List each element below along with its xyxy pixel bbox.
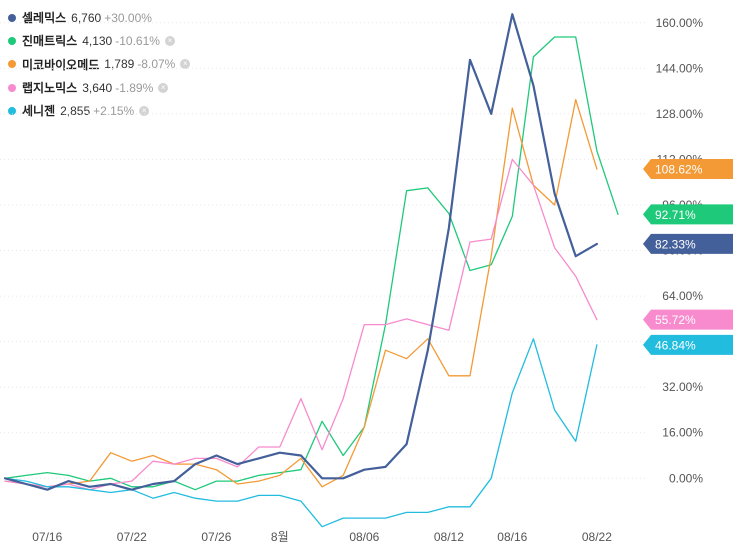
x-tick-label: 08/12	[434, 530, 464, 544]
remove-series-close-icon[interactable]: ×	[164, 35, 175, 46]
legend-price: 6,760	[71, 10, 102, 25]
legend-price: 2,855	[60, 103, 91, 118]
series-line	[4, 158, 598, 491]
x-tick-label: 07/22	[117, 530, 147, 544]
x-tick-label: 08/16	[497, 530, 527, 544]
x-tick-label: 08/22	[582, 530, 612, 544]
legend-price: 4,130	[82, 33, 113, 48]
x-tick-label: 07/26	[201, 530, 231, 544]
legend-name: 미코바이오메드	[22, 57, 100, 72]
legend-item[interactable]: 셀레믹스 6,760 +30.00%	[8, 6, 190, 29]
legend-change: -10.61%	[115, 33, 160, 48]
legend-dot-icon	[8, 83, 16, 92]
y-tick-label: 128.00%	[656, 107, 704, 121]
remove-series-close-icon[interactable]: ×	[139, 105, 150, 116]
y-tick-label: 32.00%	[662, 380, 703, 394]
legend-dot-icon	[8, 60, 16, 69]
x-tick-label: 07/16	[32, 530, 62, 544]
legend-dot-icon	[8, 106, 16, 115]
legend-dot-icon	[8, 13, 16, 22]
end-value-label: 82.33%	[655, 237, 696, 251]
x-tick-label: 08/06	[349, 530, 379, 544]
legend-name: 진매트릭스	[22, 34, 78, 49]
y-tick-label: 16.00%	[662, 426, 703, 440]
legend-name: 세니젠	[22, 104, 56, 119]
end-value-tag	[643, 233, 733, 254]
legend-change: +2.15%	[93, 103, 135, 118]
y-tick-label: 64.00%	[662, 289, 703, 303]
end-value-tag	[643, 159, 733, 180]
legend-name: 랩지노믹스	[22, 81, 78, 96]
y-tick-label: 0.00%	[669, 471, 703, 485]
legend-item[interactable]: 랩지노믹스 3,640 -1.89% ×	[8, 76, 190, 99]
remove-series-close-icon[interactable]: ×	[180, 59, 191, 70]
end-value-label: 108.62%	[655, 163, 703, 177]
end-value-label: 92.71%	[655, 208, 696, 222]
end-value-tag	[643, 204, 733, 225]
end-value-tag	[643, 334, 733, 355]
legend-item[interactable]: 미코바이오메드 1,789 -8.07% ×	[8, 53, 191, 76]
legend-name: 셀레믹스	[22, 11, 67, 26]
y-tick-label: 160.00%	[656, 16, 704, 30]
legend-change: -1.89%	[115, 80, 154, 95]
legend-item[interactable]: 세니젠 2,855 +2.15% ×	[8, 99, 190, 122]
y-tick-label: 144.00%	[656, 61, 704, 75]
legend: 셀레믹스 6,760 +30.00% 진매트릭스 4,130 -10.61% × 미코바이오메…	[8, 6, 191, 122]
series-line	[4, 338, 598, 528]
legend-item[interactable]: 진매트릭스 4,130 -10.61% ×	[8, 29, 190, 52]
legend-price: 1,789	[104, 57, 135, 72]
series-line	[4, 98, 598, 488]
legend-change: +30.00%	[104, 10, 152, 25]
legend-change: -8.07%	[137, 57, 176, 72]
end-value-label: 46.84%	[655, 338, 696, 352]
legend-price: 3,640	[82, 80, 113, 95]
end-value-tag	[643, 309, 733, 330]
end-value-label: 55.72%	[655, 313, 696, 327]
legend-dot-icon	[8, 36, 16, 45]
series-line	[4, 36, 619, 491]
x-tick-label: 8월	[271, 530, 289, 544]
series-line	[3, 13, 599, 491]
remove-series-close-icon[interactable]: ×	[158, 82, 169, 93]
